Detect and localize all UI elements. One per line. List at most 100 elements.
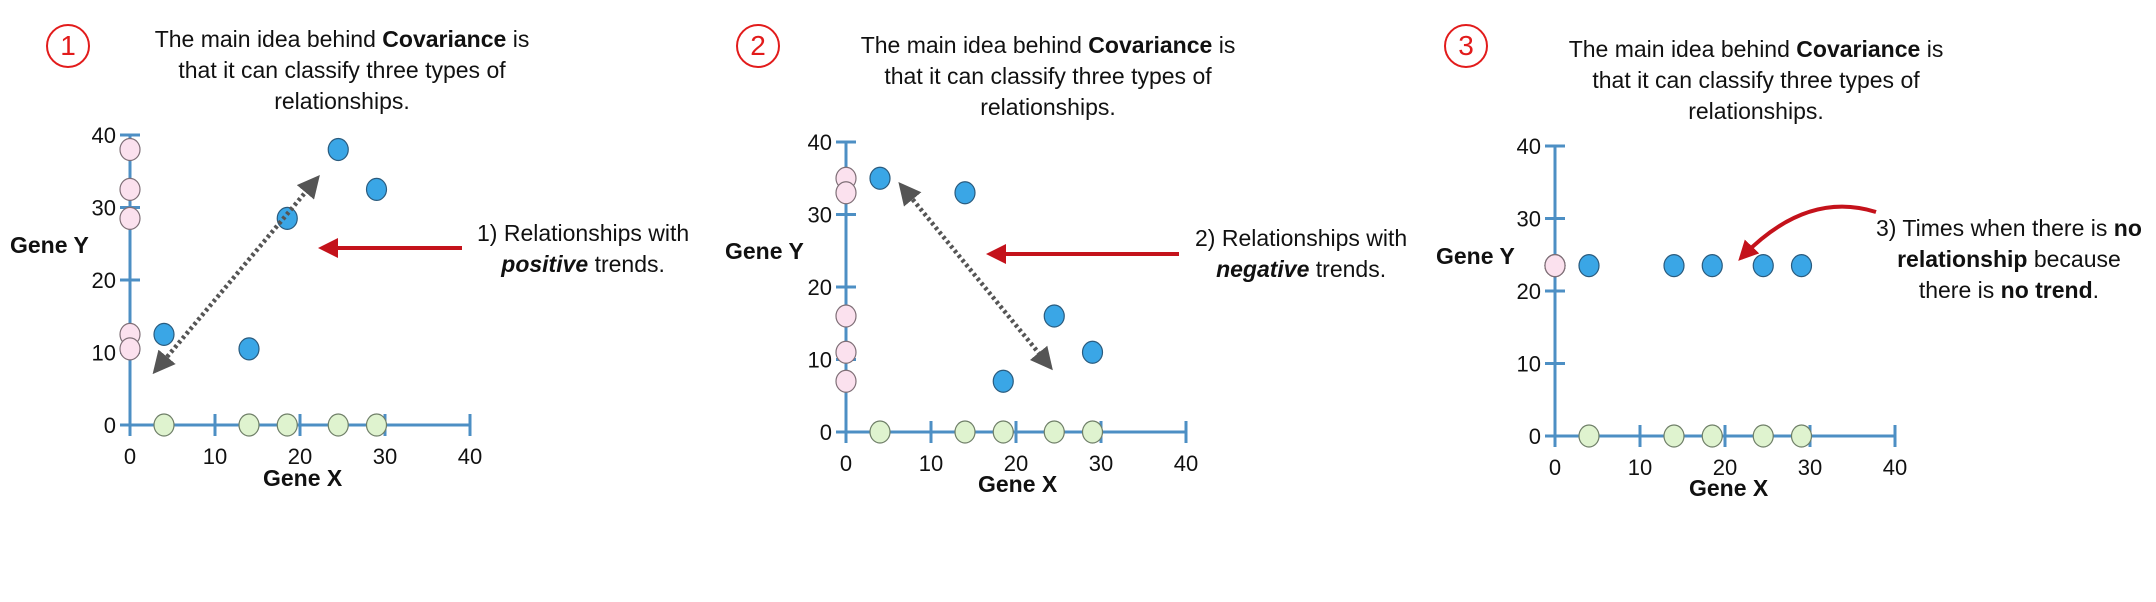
panel-2: 2 The main idea behind Covariance is tha… xyxy=(718,0,1436,602)
annotation-emphasis: positive xyxy=(501,251,589,277)
x-projection-point xyxy=(153,413,175,437)
y-tick-label: 20 xyxy=(1517,279,1541,304)
y-projection-point xyxy=(835,369,857,393)
y-tick-label: 40 xyxy=(92,123,116,148)
y-tick-label: 10 xyxy=(808,348,832,373)
x-axis-label: Gene X xyxy=(263,465,343,491)
data-point xyxy=(1043,304,1065,328)
y-tick-label: 0 xyxy=(1529,424,1541,449)
pointer-arrow xyxy=(1738,204,1877,261)
scatter-chart: 0 10 20 30 40 0 10 20 30 40 xyxy=(1517,134,1908,480)
heading-text-pre: The main idea behind xyxy=(1568,36,1797,62)
annotation-line-2-rest: trends. xyxy=(588,251,665,277)
y-tick-label: 30 xyxy=(1517,207,1541,232)
x-tick-label: 10 xyxy=(1628,455,1652,480)
x-tick-label: 40 xyxy=(1883,455,1907,480)
y-tick-label: 0 xyxy=(820,420,832,445)
panel-heading: The main idea behind Covariance is that … xyxy=(142,24,542,117)
x-tick-label: 20 xyxy=(1004,451,1028,476)
x-projection-point xyxy=(238,413,260,437)
annotation-bold: no xyxy=(2113,215,2142,241)
annotation: 1) Relationships with positive trends. xyxy=(477,218,689,280)
x-projection-point xyxy=(365,413,388,437)
annotation-line-2-rest: because xyxy=(2027,246,2121,272)
trend-arrow xyxy=(898,182,1053,371)
annotation-emphasis: negative xyxy=(1216,256,1310,282)
heading-text-bold: Covariance xyxy=(1088,32,1213,58)
annotation-line-3-rest: . xyxy=(2092,277,2100,303)
y-tick-label: 20 xyxy=(808,275,832,300)
trend-arrow xyxy=(152,175,320,375)
annotation-line-2-rest: trends. xyxy=(1309,256,1387,282)
annotation-bold: no trend xyxy=(2000,277,2093,303)
heading-text-post: is that it can classify three types of r… xyxy=(178,26,530,114)
data-point xyxy=(1790,254,1813,278)
annotation-line-1: 1) Relationships with xyxy=(477,220,690,246)
x-tick-label: 20 xyxy=(288,444,312,469)
x-projection-point xyxy=(1578,424,1600,448)
y-projection-point xyxy=(835,340,857,364)
y-tick-label: 30 xyxy=(808,203,832,228)
x-axis-label: Gene X xyxy=(978,471,1058,497)
y-tick-label: 0 xyxy=(104,413,116,438)
panel-heading: The main idea behind Covariance is that … xyxy=(1556,34,1956,127)
data-point xyxy=(1081,340,1104,364)
y-tick-label: 10 xyxy=(92,341,116,366)
x-tick-label: 30 xyxy=(373,444,397,469)
panel-number-badge: 3 xyxy=(1444,24,1488,68)
panel-number-badge: 1 xyxy=(46,24,90,68)
y-tick-label: 10 xyxy=(1517,352,1541,377)
x-tick-label: 40 xyxy=(458,444,482,469)
heading-text-bold: Covariance xyxy=(382,26,507,52)
annotation-line-1: 3) Times when there is xyxy=(1876,215,2114,241)
heading-text-bold: Covariance xyxy=(1796,36,1921,62)
data-point xyxy=(1578,254,1600,278)
y-axis-label: Gene Y xyxy=(10,232,89,258)
data-point xyxy=(869,166,891,190)
data-point xyxy=(238,337,260,361)
y-tick-label: 20 xyxy=(92,268,116,293)
scatter-chart: 0 10 20 30 40 0 10 20 30 40 xyxy=(808,130,1199,476)
panel-1: 1 The main idea behind Covariance is tha… xyxy=(0,0,718,602)
data-point xyxy=(1663,254,1685,278)
heading-text-post: is that it can classify three types of r… xyxy=(1592,36,1944,124)
y-projection-point xyxy=(119,337,141,361)
annotation-bold: relationship xyxy=(1897,246,2028,272)
y-tick-label: 40 xyxy=(808,130,832,155)
x-projection-point xyxy=(1663,424,1685,448)
data-point xyxy=(1701,254,1723,278)
data-point xyxy=(992,369,1014,393)
x-tick-label: 10 xyxy=(203,444,227,469)
data-point xyxy=(327,137,349,162)
x-tick-label: 0 xyxy=(1549,455,1561,480)
annotation: 3) Times when there is no relationship b… xyxy=(1876,213,2142,306)
x-projection-point xyxy=(1790,424,1813,448)
x-projection-point xyxy=(276,413,298,437)
heading-text-post: is that it can classify three types of r… xyxy=(884,32,1236,120)
x-projection-point xyxy=(1081,420,1104,444)
x-tick-label: 30 xyxy=(1089,451,1113,476)
x-projection-point xyxy=(992,420,1014,444)
panel-heading: The main idea behind Covariance is that … xyxy=(848,30,1248,123)
y-projection-point xyxy=(1544,254,1566,278)
data-point xyxy=(276,206,298,230)
y-projection-point xyxy=(835,304,857,328)
annotation: 2) Relationships with negative trends. xyxy=(1195,223,1407,285)
heading-text-pre: The main idea behind xyxy=(154,26,383,52)
x-axis-label: Gene X xyxy=(1689,475,1769,501)
y-projection-point xyxy=(119,177,141,201)
x-projection-point xyxy=(1043,420,1065,444)
y-tick-label: 40 xyxy=(1517,134,1541,159)
scatter-chart: 0 10 20 30 40 0 10 20 30 40 xyxy=(92,123,483,469)
x-tick-label: 0 xyxy=(840,451,852,476)
y-projection-point xyxy=(119,137,141,162)
x-projection-point xyxy=(1752,424,1774,448)
data-point xyxy=(153,322,175,346)
x-tick-label: 40 xyxy=(1174,451,1198,476)
y-axis-label: Gene Y xyxy=(1436,243,1515,269)
y-projection-point xyxy=(119,206,141,230)
panel-3: 3 The main idea behind Covariance is tha… xyxy=(1436,0,2154,602)
x-projection-point xyxy=(954,420,976,444)
x-projection-point xyxy=(869,420,891,444)
panel-number-badge: 2 xyxy=(736,24,780,68)
